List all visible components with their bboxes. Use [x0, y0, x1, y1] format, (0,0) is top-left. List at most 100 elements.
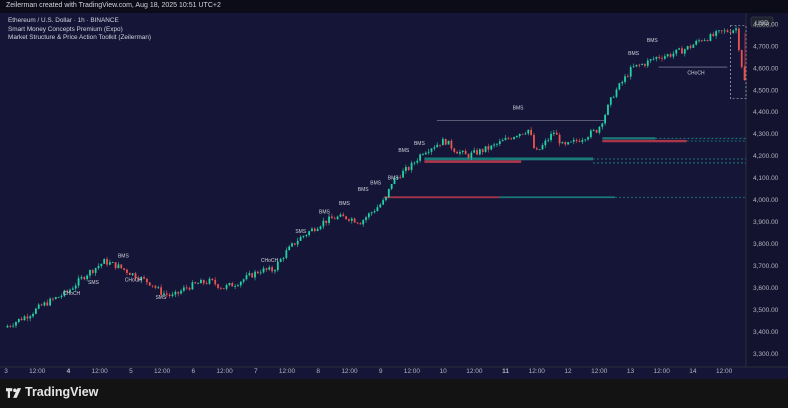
- candle-body: [117, 264, 120, 269]
- candle-body: [464, 150, 467, 155]
- candle-body: [154, 285, 157, 288]
- candle-body: [624, 76, 626, 82]
- candle-body: [393, 178, 396, 185]
- candle-body: [15, 321, 17, 326]
- candle-body: [501, 140, 504, 142]
- price-tick-label: 3,900.00: [753, 219, 779, 226]
- candle-body: [700, 40, 703, 42]
- candle-body: [493, 144, 496, 146]
- candle-body: [518, 133, 521, 137]
- candle-body: [54, 297, 57, 299]
- candle-body: [23, 316, 26, 321]
- price-tick-label: 3,700.00: [753, 263, 779, 270]
- candle-body: [342, 214, 345, 217]
- candle-body: [575, 139, 578, 141]
- time-tick-label: 12:00: [404, 368, 421, 375]
- candle-body: [248, 273, 251, 276]
- candle-body: [459, 151, 461, 154]
- candle-body: [202, 279, 205, 284]
- candle-body: [652, 58, 655, 60]
- candle-body: [666, 54, 669, 57]
- time-tick-label: 8: [316, 368, 320, 375]
- candle-body: [52, 298, 54, 300]
- candle-body: [89, 270, 91, 276]
- candle-body: [356, 222, 359, 224]
- candle-body: [530, 129, 533, 135]
- candle-body: [367, 213, 370, 218]
- candle-body: [635, 64, 638, 67]
- candle-body: [498, 141, 501, 144]
- candle-body: [268, 267, 271, 270]
- time-tick-label: 3: [4, 368, 8, 375]
- candle-body: [163, 293, 165, 295]
- candle-body: [496, 143, 498, 145]
- candle-body: [587, 137, 589, 140]
- candle-body: [402, 170, 404, 178]
- candle-body: [171, 294, 174, 296]
- candle-body: [692, 44, 695, 48]
- price-tick-label: 4,100.00: [753, 175, 779, 182]
- candle-body: [641, 64, 644, 65]
- time-tick-label: 12:00: [654, 368, 671, 375]
- candle-body: [732, 30, 735, 33]
- candle-body: [461, 150, 464, 152]
- candle-body: [97, 265, 100, 269]
- supply-zone: [383, 196, 500, 199]
- indicator-toolkit[interactable]: Market Structure & Price Action Toolkit …: [8, 34, 152, 42]
- time-tick-label: 12:00: [341, 368, 358, 375]
- candle-body: [106, 259, 108, 265]
- chart-panel[interactable]: [0, 13, 788, 379]
- candle-body: [441, 139, 444, 146]
- candle-body: [729, 31, 732, 33]
- candle-body: [80, 277, 83, 279]
- candle-body: [120, 264, 123, 269]
- candle-body: [598, 126, 601, 133]
- candle-body: [533, 134, 535, 149]
- candle-body: [174, 291, 177, 295]
- candle-body: [182, 287, 185, 291]
- candle-body: [134, 273, 137, 279]
- price-tick-label: 4,600.00: [753, 65, 779, 72]
- candle-body: [399, 177, 402, 178]
- candle-body: [46, 302, 49, 306]
- candle-body: [9, 325, 12, 327]
- candle-body: [404, 167, 407, 171]
- indicator-smc[interactable]: Smart Money Concepts Premium (Expo): [8, 25, 123, 33]
- candle-body: [709, 34, 712, 41]
- supply-zone: [424, 160, 522, 163]
- candle-body: [43, 302, 46, 306]
- candle-body: [723, 30, 726, 32]
- candle-body: [703, 40, 706, 41]
- candle-body: [433, 147, 436, 149]
- candle-body: [535, 148, 538, 150]
- candle-body: [706, 40, 709, 41]
- structure-label: BMS: [358, 187, 370, 193]
- demand-zone: [499, 196, 615, 199]
- candle-body: [649, 59, 652, 61]
- candle-body: [274, 270, 276, 272]
- candle-body: [228, 282, 231, 286]
- structure-label: BMS: [370, 181, 382, 187]
- candle-body: [188, 287, 191, 290]
- candle-body: [478, 149, 481, 155]
- candle-body: [251, 273, 254, 278]
- candle-body: [12, 325, 15, 327]
- candle-body: [137, 278, 140, 281]
- time-tick-label: 13: [627, 368, 635, 375]
- candle-body: [131, 273, 134, 276]
- price-tick-label: 4,200.00: [753, 153, 779, 160]
- demand-zone: [602, 137, 656, 140]
- candle-body: [632, 66, 635, 68]
- candle-body: [345, 216, 348, 220]
- candle-body: [524, 133, 527, 135]
- candle-body: [453, 148, 456, 152]
- candle-body: [427, 151, 430, 153]
- candle-body: [256, 271, 259, 274]
- candle-body: [655, 56, 658, 59]
- candle-body: [71, 288, 74, 290]
- structure-label: BMS: [628, 51, 640, 57]
- candle-body: [467, 154, 470, 158]
- candle-body: [558, 134, 561, 144]
- candle-body: [678, 48, 681, 50]
